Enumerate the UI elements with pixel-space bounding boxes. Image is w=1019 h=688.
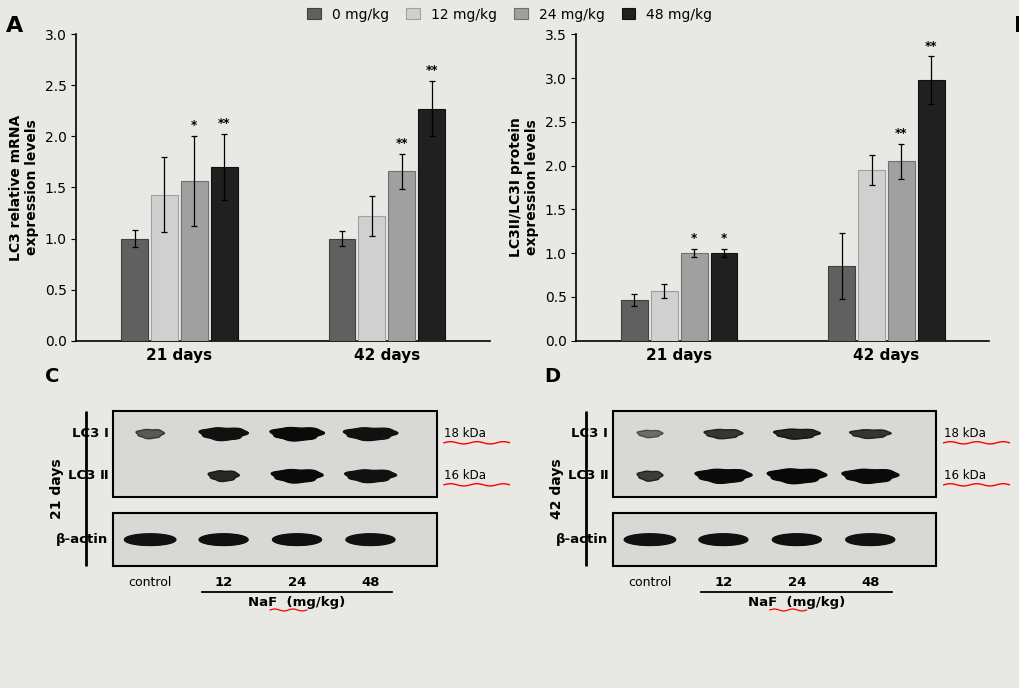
Bar bbox=[211, 167, 237, 341]
Text: C: C bbox=[45, 367, 59, 387]
Text: 42 days: 42 days bbox=[549, 458, 564, 519]
Polygon shape bbox=[199, 534, 248, 546]
Polygon shape bbox=[136, 429, 164, 439]
Polygon shape bbox=[771, 534, 820, 546]
Polygon shape bbox=[343, 428, 397, 440]
Text: **: ** bbox=[924, 40, 936, 53]
Text: *: * bbox=[690, 233, 697, 245]
Polygon shape bbox=[841, 469, 898, 484]
Polygon shape bbox=[345, 534, 394, 546]
Bar bbox=[388, 171, 415, 341]
Text: *: * bbox=[720, 233, 727, 245]
Polygon shape bbox=[624, 534, 675, 546]
Polygon shape bbox=[694, 469, 751, 484]
Text: *: * bbox=[191, 120, 198, 132]
Polygon shape bbox=[849, 430, 891, 438]
Text: 16 kDa: 16 kDa bbox=[443, 469, 485, 482]
Text: NaF  (mg/kg): NaF (mg/kg) bbox=[249, 596, 345, 609]
Text: LC3 Ⅰ: LC3 Ⅰ bbox=[71, 427, 108, 440]
Bar bbox=[917, 80, 944, 341]
Text: 48: 48 bbox=[361, 576, 379, 589]
Text: 18 kDa: 18 kDa bbox=[943, 427, 984, 440]
Text: 48: 48 bbox=[860, 576, 878, 589]
Text: LC3 Ⅱ: LC3 Ⅱ bbox=[567, 469, 607, 482]
Bar bbox=[151, 195, 177, 341]
Text: β-actin: β-actin bbox=[56, 533, 108, 546]
Text: LC3 Ⅰ: LC3 Ⅰ bbox=[571, 427, 607, 440]
Bar bbox=[113, 513, 436, 566]
Polygon shape bbox=[124, 534, 175, 546]
Bar bbox=[612, 513, 935, 566]
Bar bbox=[121, 239, 148, 341]
Bar bbox=[710, 253, 737, 341]
Bar bbox=[328, 239, 355, 341]
Polygon shape bbox=[272, 534, 321, 546]
Text: 18 kDa: 18 kDa bbox=[443, 427, 485, 440]
Polygon shape bbox=[698, 534, 747, 546]
Text: β-actin: β-actin bbox=[555, 533, 607, 546]
Text: 16 kDa: 16 kDa bbox=[943, 469, 984, 482]
Bar bbox=[650, 291, 677, 341]
Polygon shape bbox=[637, 430, 662, 438]
Text: **: ** bbox=[895, 127, 907, 140]
Bar bbox=[857, 170, 884, 341]
Y-axis label: LC3II/LC3I protein
expression levels: LC3II/LC3I protein expression levels bbox=[508, 118, 538, 257]
Text: 21 days: 21 days bbox=[50, 458, 64, 519]
Text: A: A bbox=[6, 16, 23, 36]
Text: D: D bbox=[544, 367, 560, 387]
Bar bbox=[418, 109, 444, 341]
Polygon shape bbox=[208, 471, 239, 482]
Text: LC3 Ⅱ: LC3 Ⅱ bbox=[67, 469, 108, 482]
Polygon shape bbox=[199, 428, 248, 440]
Text: 12: 12 bbox=[713, 576, 732, 589]
Text: NaF  (mg/kg): NaF (mg/kg) bbox=[748, 596, 845, 609]
Polygon shape bbox=[703, 429, 742, 439]
Polygon shape bbox=[766, 469, 826, 484]
Polygon shape bbox=[637, 471, 662, 481]
Text: B: B bbox=[1013, 16, 1019, 36]
Legend: 0 mg/kg, 12 mg/kg, 24 mg/kg, 48 mg/kg: 0 mg/kg, 12 mg/kg, 24 mg/kg, 48 mg/kg bbox=[303, 3, 716, 26]
Text: 12: 12 bbox=[214, 576, 232, 589]
Bar bbox=[888, 161, 914, 341]
Polygon shape bbox=[270, 427, 324, 441]
Bar bbox=[680, 253, 707, 341]
Text: control: control bbox=[128, 576, 171, 589]
Bar bbox=[612, 411, 935, 497]
Polygon shape bbox=[344, 470, 396, 483]
Text: **: ** bbox=[218, 118, 230, 130]
Text: control: control bbox=[628, 576, 671, 589]
Bar bbox=[113, 411, 436, 497]
Bar bbox=[358, 216, 385, 341]
Polygon shape bbox=[772, 429, 819, 439]
Text: **: ** bbox=[395, 137, 408, 150]
Text: 24: 24 bbox=[787, 576, 805, 589]
Bar bbox=[180, 182, 208, 341]
Polygon shape bbox=[271, 470, 323, 483]
Text: **: ** bbox=[425, 64, 437, 77]
Polygon shape bbox=[845, 534, 894, 546]
Text: 24: 24 bbox=[287, 576, 306, 589]
Y-axis label: LC3 relative mRNA
expression levels: LC3 relative mRNA expression levels bbox=[9, 114, 39, 261]
Bar bbox=[621, 301, 647, 341]
Bar bbox=[827, 266, 854, 341]
